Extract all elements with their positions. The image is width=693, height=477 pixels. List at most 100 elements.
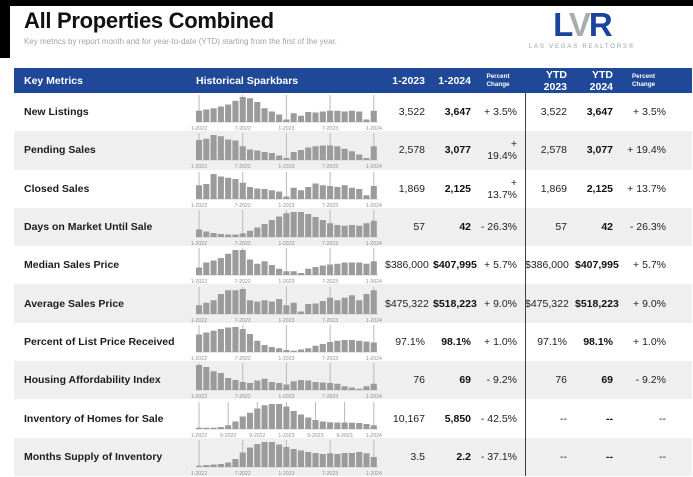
- ytd-pct-change-value: + 3.5%: [633, 106, 666, 119]
- svg-text:1-2024: 1-2024: [366, 394, 382, 400]
- svg-text:5-2022: 5-2022: [220, 433, 236, 439]
- svg-text:1-2022: 1-2022: [191, 241, 207, 247]
- svg-text:1-2023: 1-2023: [278, 356, 294, 362]
- ytd-2023-value: --: [560, 412, 567, 425]
- month-2024-value: $518,223: [433, 297, 477, 310]
- ytd-2023-value: 57: [555, 221, 567, 234]
- svg-text:1-2022: 1-2022: [191, 164, 207, 170]
- svg-text:1-2022: 1-2022: [191, 356, 207, 362]
- ytd-2024-value: 3,647: [586, 106, 613, 119]
- svg-text:1-2023: 1-2023: [278, 203, 294, 209]
- ytd-2023-value: --: [560, 450, 567, 463]
- ytd-pct-change-value: - 26.3%: [629, 221, 666, 234]
- metric-label: Median Sales Price: [24, 259, 120, 272]
- ytd-2024-value: 42: [601, 221, 613, 234]
- svg-text:9-2023: 9-2023: [337, 433, 353, 439]
- pct-change-value: + 5.7%: [484, 259, 517, 272]
- month-2024-value: 3,077: [444, 144, 471, 157]
- svg-text:1-2023: 1-2023: [278, 279, 294, 285]
- ytd-2024-value: --: [606, 450, 613, 463]
- svg-text:7-2023: 7-2023: [322, 471, 338, 477]
- ytd-pct-change-value: + 5.7%: [633, 259, 666, 272]
- svg-text:1-2022: 1-2022: [191, 471, 207, 477]
- svg-text:7-2023: 7-2023: [322, 279, 338, 285]
- sparkbar-chart: 1-2022 7-2022 1-2023 7-2023 1-2024: [190, 284, 385, 324]
- month-2023-value: $475,322: [385, 297, 429, 310]
- svg-text:1-2024: 1-2024: [366, 164, 382, 170]
- metric-label: Months Supply of Inventory: [24, 450, 163, 463]
- ytd-pct-change-value: + 13.7%: [627, 182, 666, 195]
- table-row: Pending Sales 1-2022 7-2022 1-2023 7-2023 1-2…: [14, 130, 692, 170]
- ytd-2023-value: 2,578: [540, 144, 567, 157]
- ytd-pct-change-value: + 1.0%: [633, 335, 666, 348]
- svg-text:1-2023: 1-2023: [278, 241, 294, 247]
- table-rows: New Listings 1-2022 7-2022 1-2023 7-2023 1-20…: [14, 92, 692, 477]
- month-2024-value: 5,850: [444, 412, 471, 425]
- table-row: Average Sales Price 1-2022 7-2022 1-2023 7-2…: [14, 284, 692, 324]
- svg-text:9-2022: 9-2022: [249, 433, 265, 439]
- month-2023-value: $386,000: [385, 259, 429, 272]
- metrics-table: Key Metrics Historical Sparkbars 1-2023 …: [14, 68, 692, 477]
- svg-text:1-2023: 1-2023: [278, 433, 294, 439]
- pct-change-value: + 3.5%: [484, 106, 517, 119]
- pct-change-value: - 42.5%: [480, 412, 517, 425]
- pct-change-value: + 1.0%: [484, 335, 517, 348]
- header-sparkbars: Historical Sparkbars: [196, 74, 299, 87]
- sparkbar-chart: 1-2022 7-2022 1-2023 7-2023 1-2024: [190, 92, 385, 132]
- table-row: Inventory of Homes for Sale 1-2022 5-2022 9…: [14, 399, 692, 439]
- ytd-pct-change-value: --: [659, 412, 666, 425]
- ytd-2024-value: 2,125: [586, 182, 613, 195]
- logo-letter-l: L: [553, 6, 571, 43]
- svg-text:5-2023: 5-2023: [307, 433, 323, 439]
- svg-text:1-2022: 1-2022: [191, 126, 207, 132]
- logo-letter-v: V: [568, 6, 591, 43]
- table-row: Housing Affordability Index 1-2022 7-2022 1…: [14, 361, 692, 400]
- ytd-2023-value: $475,322: [525, 297, 569, 310]
- metric-label: Inventory of Homes for Sale: [24, 412, 164, 425]
- ytd-section-divider: [525, 93, 526, 476]
- header-ytd-pct-change: Percent Change: [631, 73, 656, 88]
- svg-text:7-2023: 7-2023: [322, 241, 338, 247]
- month-2024-value: 2.2: [456, 450, 471, 463]
- svg-text:1-2024: 1-2024: [366, 471, 382, 477]
- sparkbar-chart: 1-2022 7-2022 1-2023 7-2023 1-2024: [190, 130, 385, 170]
- lvr-logo: LVR LAS VEGAS REALTORS®: [529, 8, 635, 50]
- svg-text:1-2024: 1-2024: [366, 126, 382, 132]
- month-2024-value: 98.1%: [441, 335, 471, 348]
- sparkbar-chart: 1-2022 7-2022 1-2023 7-2023 1-2024: [190, 437, 385, 477]
- ytd-pct-change-value: --: [659, 450, 666, 463]
- svg-text:1-2023: 1-2023: [278, 318, 294, 324]
- ytd-2023-value: 1,869: [540, 182, 567, 195]
- ytd-2023-value: 3,522: [540, 106, 567, 119]
- svg-text:7-2023: 7-2023: [322, 394, 338, 400]
- ytd-2023-value: 76: [555, 374, 567, 387]
- metric-label: New Listings: [24, 106, 89, 119]
- header-ytd-2023: YTD 2023: [543, 68, 567, 93]
- table-row: Median Sales Price 1-2022 7-2022 1-2023 7-20…: [14, 246, 692, 285]
- svg-text:7-2023: 7-2023: [322, 126, 338, 132]
- svg-text:7-2022: 7-2022: [235, 241, 251, 247]
- svg-text:1-2022: 1-2022: [191, 394, 207, 400]
- report-header: All Properties Combined Key metrics by r…: [24, 8, 337, 46]
- metric-label: Pending Sales: [24, 144, 96, 157]
- table-header-row: Key Metrics Historical Sparkbars 1-2023 …: [14, 68, 692, 93]
- lvr-logo-acronym: LVR: [529, 8, 635, 41]
- pct-change-value: + 9.0%: [484, 297, 517, 310]
- svg-text:7-2023: 7-2023: [322, 318, 338, 324]
- sparkbar-chart: 1-2022 5-2022 9-2022 1-2023 5-2023 9-2023 1-20…: [190, 399, 385, 439]
- month-2024-value: 42: [459, 221, 471, 234]
- month-2023-value: 1,869: [398, 182, 425, 195]
- header-month-2024: 1-2024: [438, 74, 471, 87]
- table-row: Closed Sales 1-2022 7-2022 1-2023 7-2023 1-20…: [14, 169, 692, 209]
- header-pct-change: Percent Change: [486, 73, 510, 88]
- sparkbar-chart: 1-2022 7-2022 1-2023 7-2023 1-2024: [190, 169, 385, 209]
- left-border-bar: [0, 0, 10, 58]
- top-border-bar: [0, 0, 693, 6]
- svg-text:1-2024: 1-2024: [366, 241, 382, 247]
- svg-text:1-2023: 1-2023: [278, 471, 294, 477]
- svg-text:7-2022: 7-2022: [235, 203, 251, 209]
- ytd-2023-value: $386,000: [525, 259, 569, 272]
- ytd-pct-change-value: - 9.2%: [635, 374, 666, 387]
- month-2023-value: 3.5: [410, 450, 425, 463]
- svg-text:7-2022: 7-2022: [235, 356, 251, 362]
